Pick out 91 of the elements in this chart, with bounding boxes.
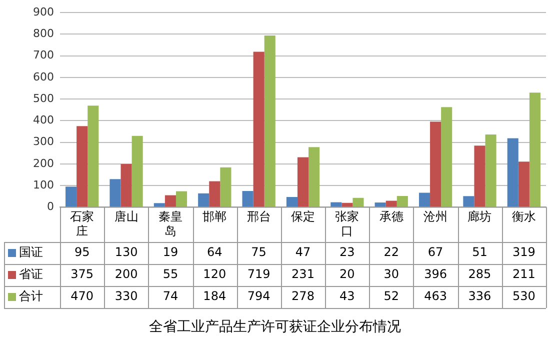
bar [164, 195, 176, 207]
bar [176, 191, 188, 207]
legend-label: 省证 [19, 267, 43, 282]
data-label: 184 [203, 289, 226, 304]
x-tick-label: 石家庄 [70, 210, 94, 238]
bar [286, 197, 298, 207]
data-label: 211 [512, 267, 536, 282]
data-label: 74 [162, 289, 178, 304]
data-label: 463 [424, 289, 447, 304]
data-label: 336 [468, 289, 492, 304]
bar [396, 196, 408, 207]
bar [342, 202, 353, 207]
y-tick-label: 200 [33, 156, 54, 170]
bar [264, 36, 276, 207]
x-tick-label: 沧州 [424, 210, 448, 224]
bar [132, 136, 143, 207]
data-label: 30 [384, 267, 400, 282]
data-label: 23 [340, 245, 355, 260]
data-label: 22 [384, 245, 400, 260]
bar [518, 162, 530, 207]
y-tick-label: 400 [33, 114, 54, 127]
bar [418, 192, 430, 207]
bar [120, 164, 132, 207]
bar [441, 107, 452, 207]
data-label: 75 [251, 245, 266, 260]
data-label: 19 [162, 245, 178, 260]
data-label: 20 [340, 267, 355, 282]
bar [529, 92, 540, 207]
legend-label: 合计 [19, 289, 43, 304]
data-label: 530 [512, 289, 536, 304]
bar [463, 196, 474, 207]
y-tick-label: 300 [33, 135, 54, 148]
data-label: 52 [384, 289, 400, 304]
data-label: 285 [468, 267, 492, 282]
y-tick-label: 0 [47, 200, 54, 214]
bar [220, 167, 232, 207]
y-tick-label: 600 [33, 70, 54, 84]
x-tick-label: 保定 [291, 210, 315, 224]
data-label: 95 [74, 245, 90, 260]
x-tick-label: 唐山 [114, 210, 138, 224]
bar [352, 198, 364, 207]
bar [66, 186, 77, 207]
bar [330, 202, 342, 207]
legend-label: 国证 [19, 245, 43, 260]
bar [198, 193, 210, 207]
y-tick-label: 500 [33, 92, 54, 105]
x-tick-label: 衡水 [512, 210, 536, 224]
data-label: 51 [472, 245, 488, 260]
y-tick-label: 700 [33, 48, 54, 62]
data-label: 330 [114, 289, 138, 304]
y-tick-label: 900 [33, 5, 54, 18]
x-tick-label: 张家口 [335, 210, 360, 238]
bar [308, 147, 320, 207]
x-tick-label: 邯郸 [202, 210, 227, 224]
x-tick-label: 廊坊 [468, 210, 492, 224]
bar [110, 179, 121, 207]
bar [474, 146, 486, 207]
data-label: 120 [203, 267, 226, 282]
data-label: 278 [292, 289, 314, 304]
data-label: 43 [340, 289, 355, 304]
y-tick-label: 800 [33, 27, 54, 40]
data-label: 55 [162, 267, 178, 282]
bar [386, 200, 397, 207]
data-label: 130 [114, 245, 138, 260]
bar [154, 203, 165, 207]
bar [374, 202, 386, 207]
bar [297, 157, 309, 207]
data-label: 794 [247, 289, 270, 304]
bar [242, 190, 254, 207]
y-tick-label: 100 [33, 178, 54, 192]
data-label: 396 [424, 267, 447, 282]
data-label: 67 [428, 245, 444, 260]
x-tick-label: 邢台 [246, 210, 271, 224]
bar [507, 138, 518, 207]
data-label: 64 [206, 245, 222, 260]
bar [76, 126, 88, 207]
bar [209, 181, 220, 207]
data-label: 231 [292, 267, 314, 282]
data-label: 200 [114, 267, 138, 282]
bar [253, 52, 264, 207]
data-label: 719 [247, 267, 270, 282]
bar [430, 122, 442, 207]
x-tick-label: 承德 [379, 210, 404, 224]
data-label: 319 [512, 245, 536, 260]
data-label: 470 [70, 289, 94, 304]
bar [485, 134, 496, 207]
text: 全省工业产品生产许可获证企业分布情况 [148, 318, 402, 336]
data-label: 47 [295, 245, 311, 260]
bar [88, 106, 99, 207]
x-tick-label: 秦皇岛 [158, 210, 182, 238]
data-label: 375 [70, 267, 94, 282]
